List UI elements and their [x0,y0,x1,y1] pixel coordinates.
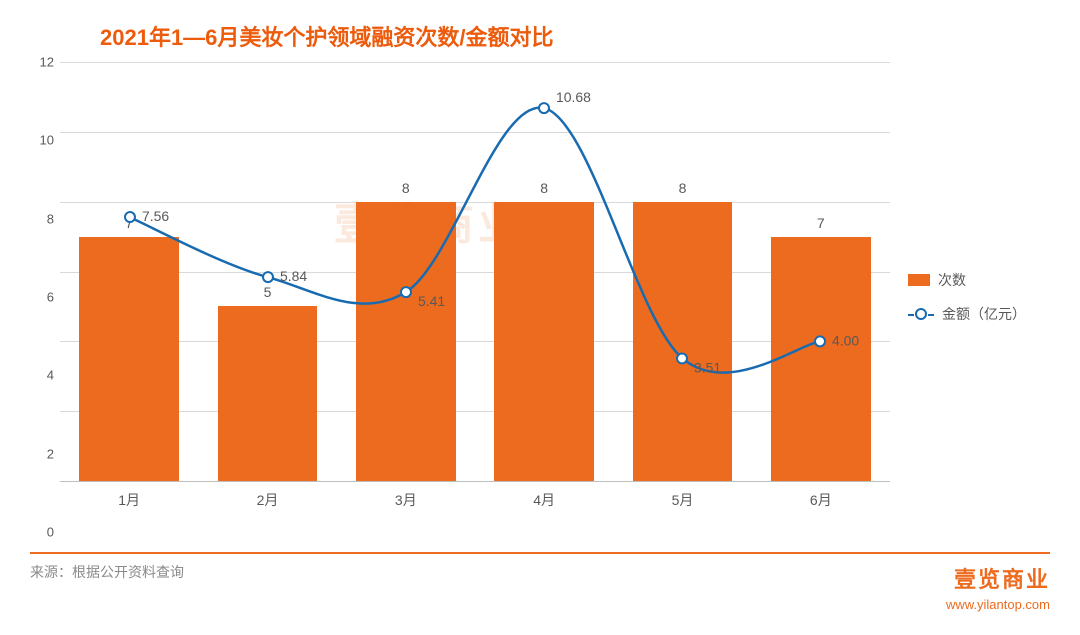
y-tick: 4 [47,368,54,383]
footer-separator [30,552,1050,554]
bar: 8 [494,202,594,481]
bar-value-label: 5 [264,284,272,300]
chart-container: 024681012 壹览商业 758887 7.565.845.4110.683… [30,62,1050,532]
y-tick: 6 [47,290,54,305]
y-tick: 10 [40,133,54,148]
legend-line-label: 金额（亿元） [942,304,1026,324]
x-axis-labels: 1月2月3月4月5月6月 [60,482,890,510]
bar-slot: 8 [613,62,751,481]
brand-block: 壹览商业 www.yilantop.com [946,562,1050,612]
bar-slot: 7 [60,62,198,481]
x-tick-label: 1月 [60,482,198,510]
legend-item-bar: 次数 [908,270,1050,290]
bar-slot: 8 [475,62,613,481]
bar-value-label: 7 [125,215,133,231]
bar-value-label: 8 [402,180,410,196]
bar-value-label: 8 [679,180,687,196]
y-tick: 8 [47,211,54,226]
bar: 7 [79,237,179,481]
bar: 5 [218,306,318,481]
bar-group: 758887 [60,62,890,481]
y-axis: 024681012 [30,62,58,532]
bar-slot: 7 [752,62,890,481]
y-tick: 2 [47,446,54,461]
bar-swatch-icon [908,274,930,286]
bar-value-label: 7 [817,215,825,231]
source-text: 来源：根据公开资料查询 [30,562,184,582]
x-tick-label: 3月 [337,482,475,510]
bar-slot: 8 [337,62,475,481]
bar-slot: 5 [198,62,336,481]
bar: 8 [356,202,456,481]
line-swatch-icon [908,308,934,320]
y-tick: 12 [40,55,54,70]
legend-item-line: 金额（亿元） [908,304,1050,324]
x-tick-label: 4月 [475,482,613,510]
chart-title: 2021年1—6月美妆个护领域融资次数/金额对比 [100,20,1050,52]
x-tick-label: 2月 [198,482,336,510]
legend-bar-label: 次数 [938,270,966,290]
x-tick-label: 6月 [752,482,890,510]
bar: 7 [771,237,871,481]
bar-value-label: 8 [540,180,548,196]
legend: 次数 金额（亿元） [890,62,1050,532]
bar: 8 [633,202,733,481]
x-tick-label: 5月 [613,482,751,510]
plot-area: 壹览商业 758887 7.565.845.4110.683.514.00 [60,62,890,482]
plot-column: 024681012 壹览商业 758887 7.565.845.4110.683… [30,62,890,532]
footer: 来源：根据公开资料查询 壹览商业 www.yilantop.com [30,562,1050,612]
brand-url: www.yilantop.com [946,597,1050,612]
brand-logo: 壹览商业 [946,562,1050,594]
y-tick: 0 [47,525,54,540]
